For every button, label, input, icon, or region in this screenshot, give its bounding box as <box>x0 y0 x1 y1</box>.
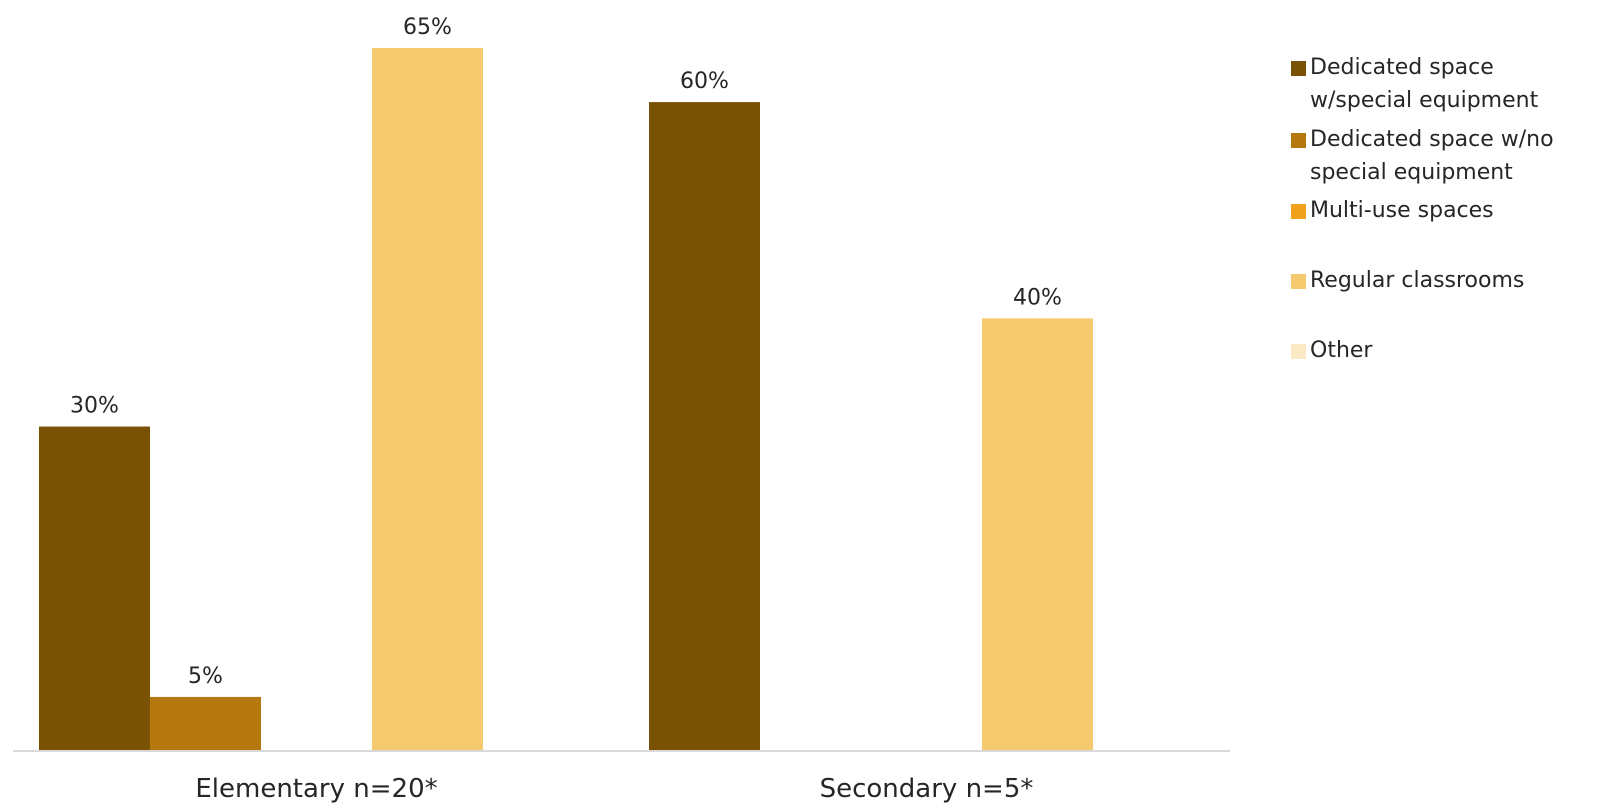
data-label-1-0: 60% <box>680 69 729 94</box>
bar-1-3 <box>982 318 1093 751</box>
legend-swatch-1 <box>1291 133 1306 148</box>
data-label-0-3: 65% <box>403 15 452 40</box>
category-label-0: Elementary n=20* <box>195 774 437 804</box>
legend-item-2: Multi-use spaces <box>1291 198 1609 227</box>
legend-swatch-2 <box>1291 204 1306 219</box>
data-labels-group: 30% 5% 65% 60% 40% <box>70 15 1062 689</box>
legend-label-4: Other <box>1310 338 1373 363</box>
legend-label-3: Regular classrooms <box>1310 268 1525 293</box>
bar-0-1 <box>150 696 261 751</box>
legend-item-1: Dedicated space w/no special equipment <box>1291 127 1609 189</box>
legend-item-0: Dedicated space w/special equipment <box>1291 55 1609 117</box>
legend-item-4: Other <box>1291 338 1609 367</box>
legend-label-0: Dedicated space w/special equipment <box>1310 55 1539 113</box>
bars-group <box>39 48 1093 752</box>
legend-item-3: Regular classrooms <box>1291 268 1609 297</box>
data-label-0-1: 5% <box>188 664 223 689</box>
category-labels-group: Elementary n=20* Secondary n=5* <box>195 774 1033 804</box>
bar-0-3 <box>372 48 483 751</box>
data-label-0-0: 30% <box>70 394 119 419</box>
bar-1-0 <box>649 102 760 752</box>
legend-label-1: Dedicated space w/no special equipment <box>1310 127 1554 185</box>
legend-swatch-4 <box>1291 344 1306 359</box>
bar-0-0 <box>39 426 150 751</box>
legend-swatch-3 <box>1291 274 1306 289</box>
category-label-1: Secondary n=5* <box>820 774 1034 804</box>
data-label-1-3: 40% <box>1013 285 1062 310</box>
legend-swatch-0 <box>1291 61 1306 76</box>
legend-label-2: Multi-use spaces <box>1310 198 1494 223</box>
